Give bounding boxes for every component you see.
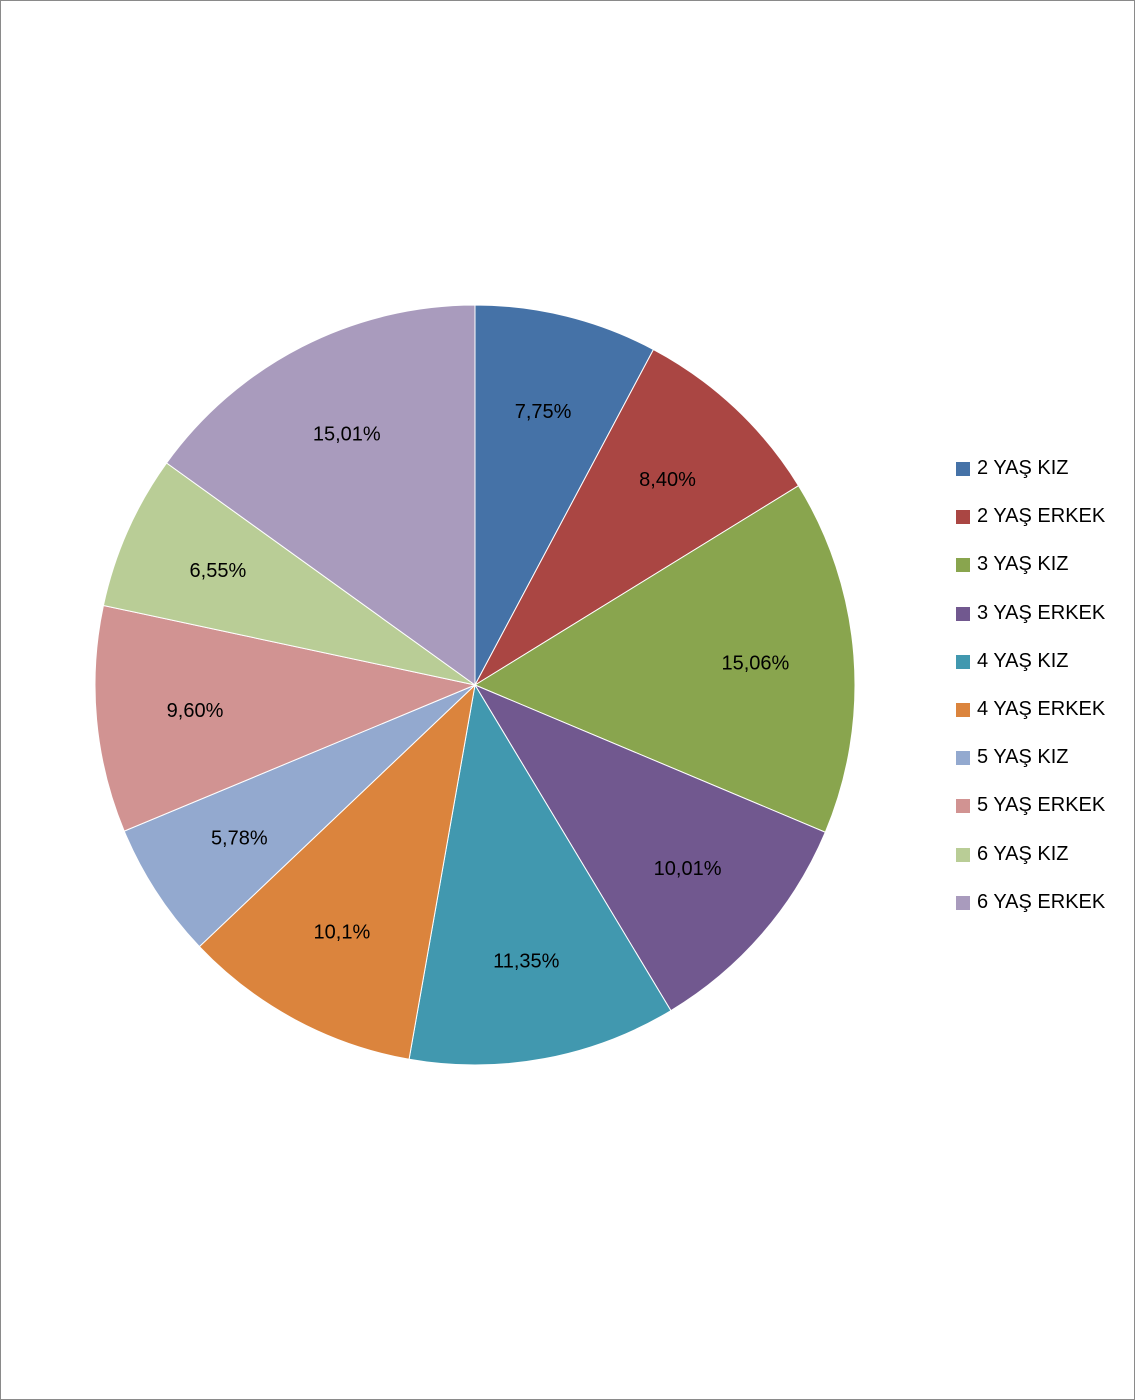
pie-slice-6 [198, 683, 476, 1060]
data-label-3: 15,06% [721, 652, 789, 674]
data-label-6: 10,1% [314, 922, 371, 944]
pie-slice-2 [473, 348, 800, 687]
legend-label: 4 YAŞ KIZ [977, 649, 1069, 672]
legend-item-10: 6 YAŞ ERKEK [956, 891, 1105, 939]
data-label-9: 6,55% [190, 560, 247, 582]
pie-slice-8 [94, 604, 477, 832]
legend-swatch [956, 751, 970, 766]
legend-item-7: 5 YAŞ KIZ [956, 746, 1105, 794]
legend-swatch [956, 462, 970, 476]
pie-slice-7 [123, 684, 476, 948]
legend-label: 2 YAŞ KIZ [977, 457, 1069, 479]
legend-label: 3 YAŞ ERKEK [977, 601, 1106, 624]
legend-label: 6 YAŞ ERKEK [977, 890, 1106, 913]
legend-swatch [956, 702, 970, 717]
pie-slice-4 [473, 683, 826, 1012]
legend-label: 5 YAŞ KIZ [977, 746, 1069, 769]
data-label-4: 10,01% [654, 858, 722, 880]
legend-label: 5 YAŞ ERKEK [977, 794, 1106, 817]
legend-item-4: 3 YAŞ ERKEK [956, 602, 1105, 650]
legend-swatch [956, 510, 970, 525]
legend-item-5: 4 YAŞ KIZ [956, 650, 1105, 698]
legend-swatch [956, 558, 970, 573]
legend: 2 YAŞ KIZ 2 YAŞ ERKEK 3 YAŞ KIZ 3 YAŞ ERKEK… [956, 457, 1105, 939]
pie-slice-10 [165, 304, 476, 686]
legend-label: 4 YAŞ ERKEK [977, 697, 1106, 720]
legend-label: 2 YAŞ ERKEK [977, 505, 1106, 528]
pie-slice-5 [408, 683, 672, 1066]
pie-slice-9 [102, 462, 476, 686]
data-label-10: 15,01% [313, 424, 381, 446]
legend-item-9: 6 YAŞ KIZ [956, 843, 1105, 891]
pie-chart: 7,75% 8,40% 15,06% 10,01% 11,35% 10,1% 5,78% 9,… [94, 304, 856, 1066]
data-label-2: 8,40% [639, 469, 696, 491]
legend-swatch [956, 799, 970, 814]
legend-swatch [956, 654, 970, 669]
data-label-7: 5,78% [211, 827, 268, 849]
legend-item-8: 5 YAŞ ERKEK [956, 794, 1105, 842]
data-label-5: 11,35% [493, 951, 560, 973]
legend-swatch [956, 606, 970, 621]
legend-label: 3 YAŞ KIZ [977, 553, 1069, 576]
legend-swatch [956, 847, 970, 862]
legend-item-6: 4 YAŞ ERKEK [956, 698, 1105, 746]
data-label-8: 9,60% [167, 700, 224, 722]
pie-slice-1 [474, 304, 655, 686]
legend-item-3: 3 YAŞ KIZ [956, 553, 1105, 601]
data-label-1: 7,75% [515, 401, 572, 423]
legend-item-2: 2 YAŞ ERKEK [956, 505, 1105, 553]
legend-label: 6 YAŞ KIZ [977, 842, 1069, 865]
legend-swatch [956, 895, 970, 910]
pie-slice-3 [473, 485, 856, 833]
legend-item-1: 2 YAŞ KIZ [956, 457, 1105, 505]
